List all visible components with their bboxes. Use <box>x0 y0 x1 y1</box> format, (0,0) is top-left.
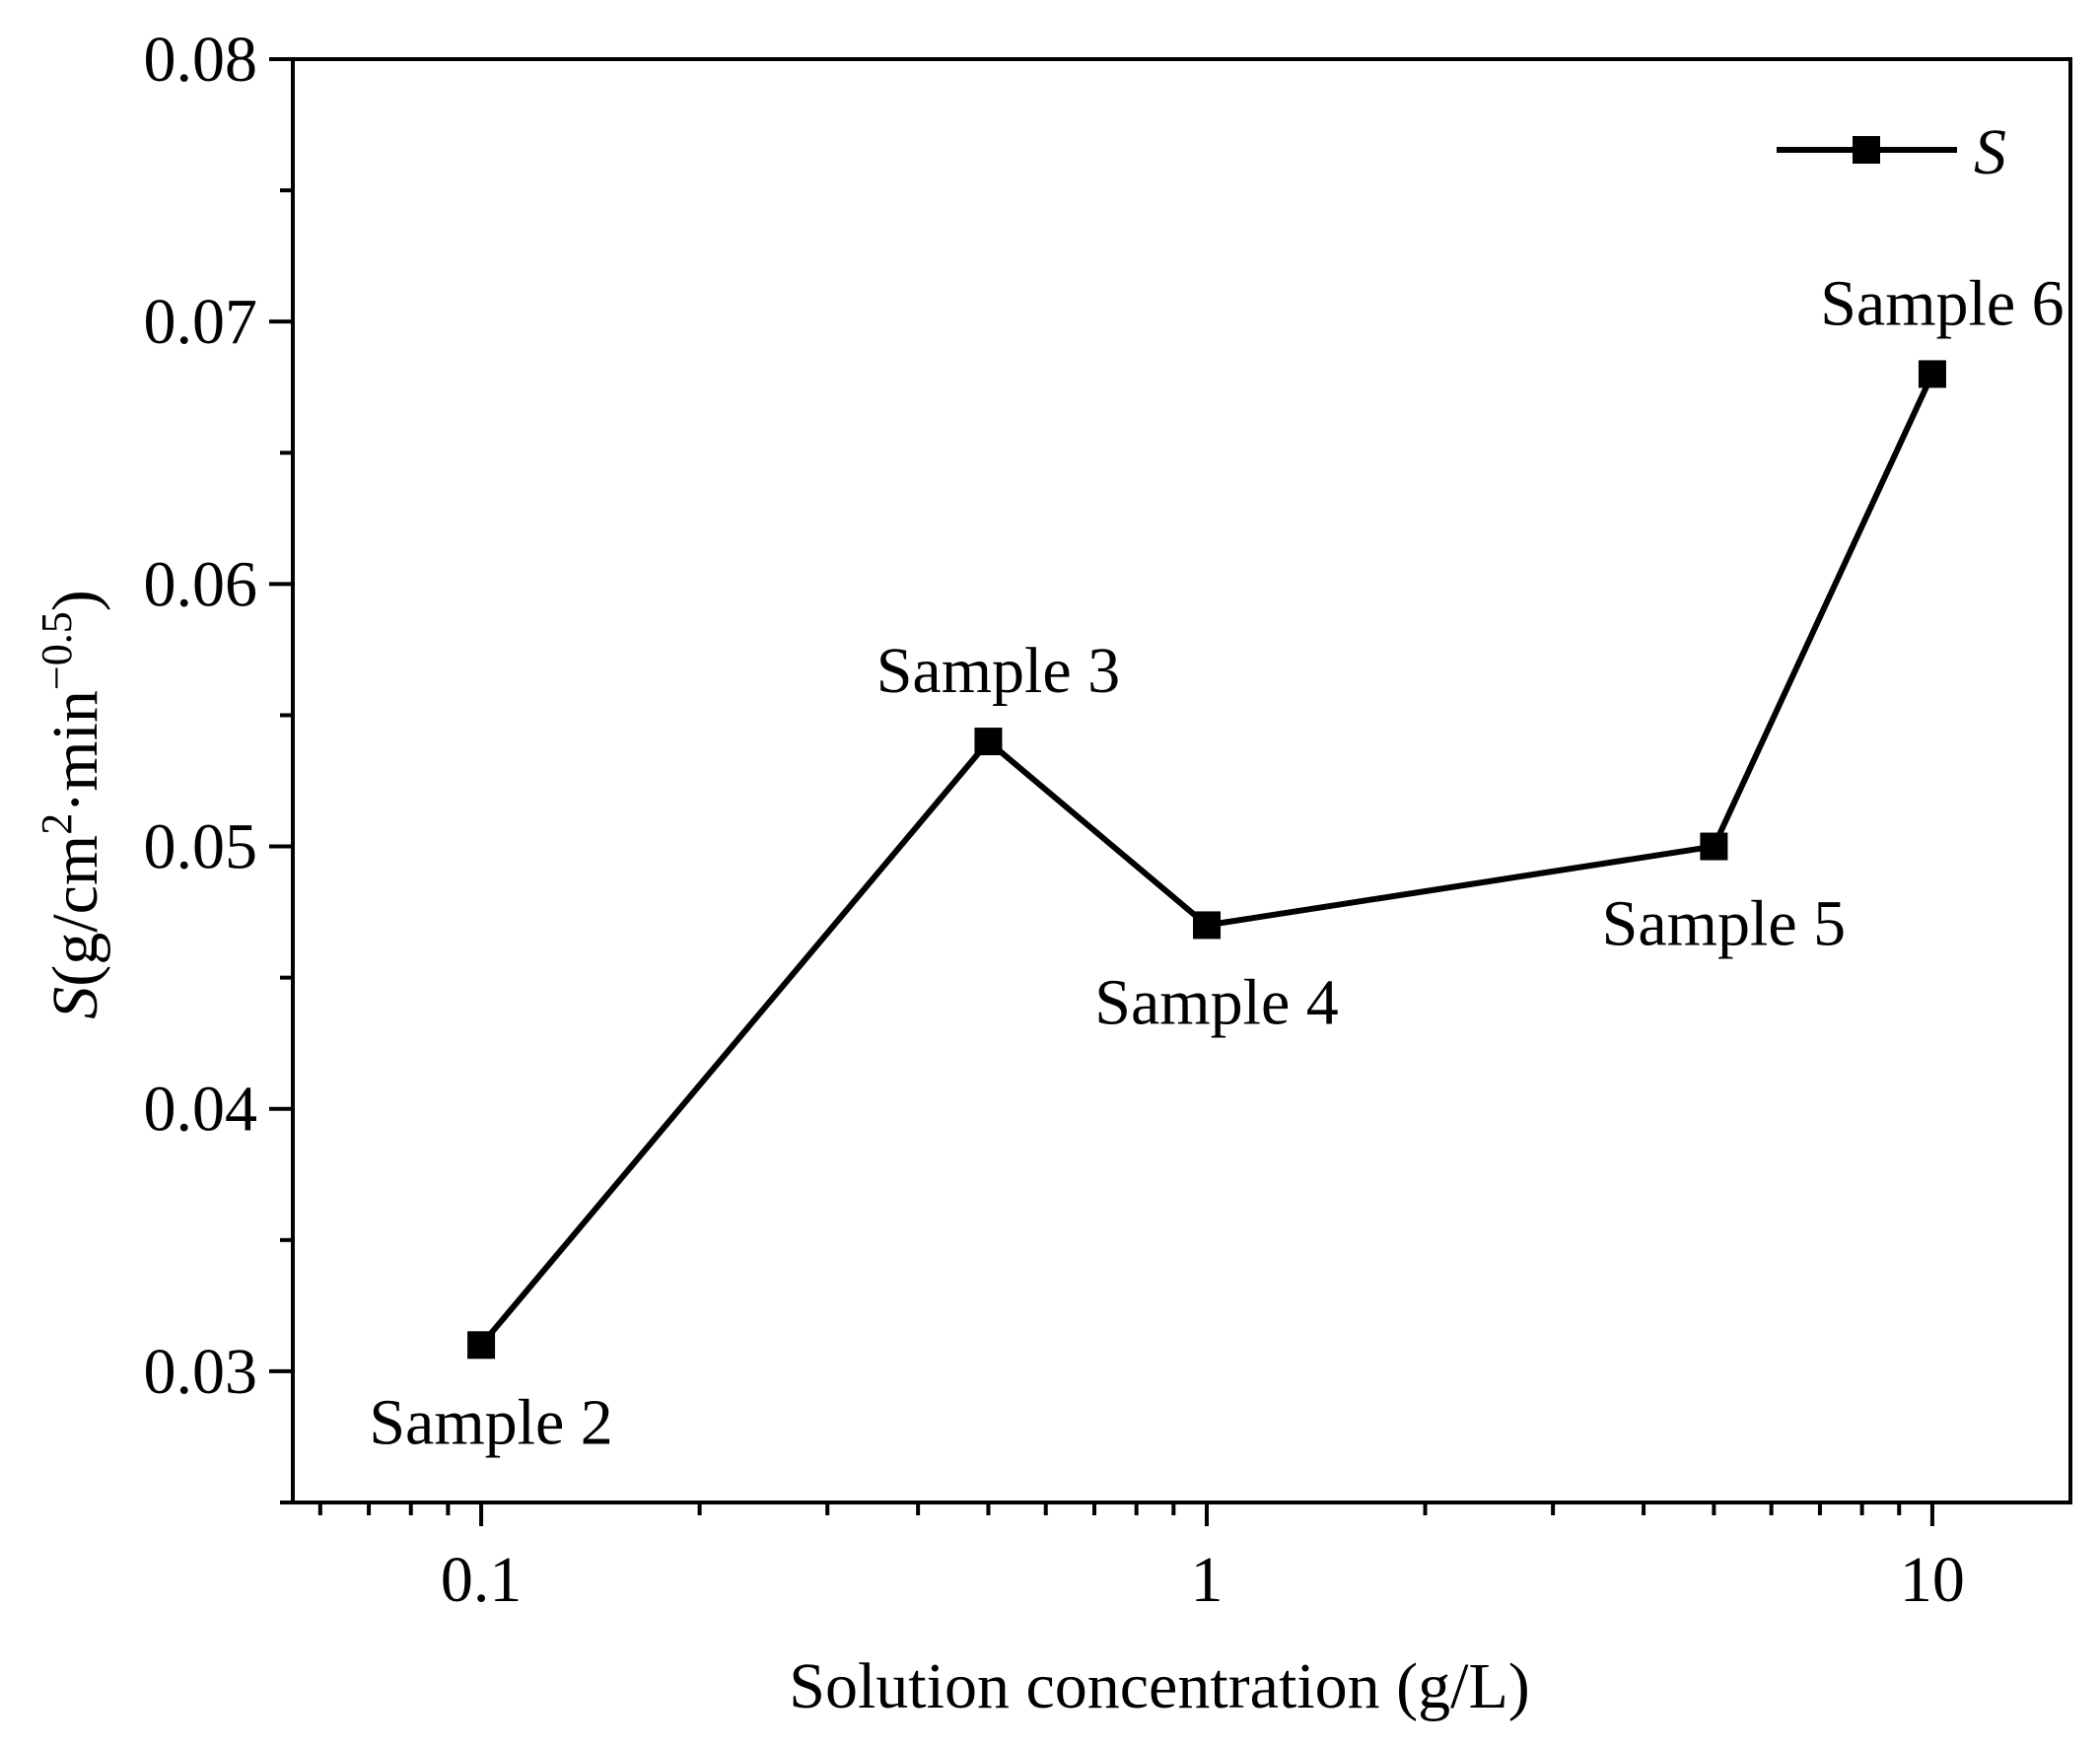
y-axis-title-unit-c: ) <box>39 590 111 611</box>
y-tick-label: 0.03 <box>144 1336 258 1408</box>
data-point-marker <box>467 1331 496 1360</box>
x-tick-label: 1 <box>1191 1544 1224 1616</box>
series-layer <box>467 360 1946 1360</box>
y-axis-title-unit-b: ·min <box>39 690 111 813</box>
point-label: Sample 6 <box>1820 267 2064 339</box>
x-axis-title: Solution concentration (g/L) <box>789 1650 1530 1722</box>
y-axis-title-sup-1: 2 <box>33 813 81 835</box>
point-label: Sample 4 <box>1094 966 1338 1038</box>
y-axis-title: S(g/cm2·min−0.5) <box>33 590 111 1018</box>
y-axis-title-sup-2: −0.5 <box>33 611 81 690</box>
annotation-layer: Sample 2 Sample 3 Sample 4 Sample 5 Sample 6 <box>369 267 2064 1458</box>
data-point-marker <box>1700 832 1728 861</box>
x-tick-label: 10 <box>1900 1544 1965 1616</box>
point-label: Sample 5 <box>1602 888 1846 960</box>
legend-marker-square <box>1853 136 1880 164</box>
y-axis-title-symbol: S <box>39 987 111 1019</box>
data-point-marker <box>1193 911 1222 940</box>
x-tick-label: 0.1 <box>441 1544 523 1616</box>
y-tick-label: 0.07 <box>144 286 258 358</box>
y-tick-label: 0.06 <box>144 548 258 620</box>
y-tick-label: 0.04 <box>144 1074 258 1146</box>
y-tick-label: 0.05 <box>144 811 258 883</box>
axes-layer: 0.03 0.04 0.05 0.06 0.07 0.08 0.1 1 10 <box>144 24 2072 1616</box>
y-tick-label: 0.08 <box>144 24 258 96</box>
plot-frame <box>291 57 2072 1504</box>
point-label: Sample 2 <box>369 1386 612 1458</box>
legend-label: S <box>1974 116 2006 188</box>
y-axis-title-unit-a: (g/cm <box>39 835 111 987</box>
data-point-marker <box>974 728 1003 756</box>
point-label: Sample 3 <box>876 635 1120 707</box>
data-point-marker <box>1918 360 1946 388</box>
legend: S <box>1777 116 2006 188</box>
